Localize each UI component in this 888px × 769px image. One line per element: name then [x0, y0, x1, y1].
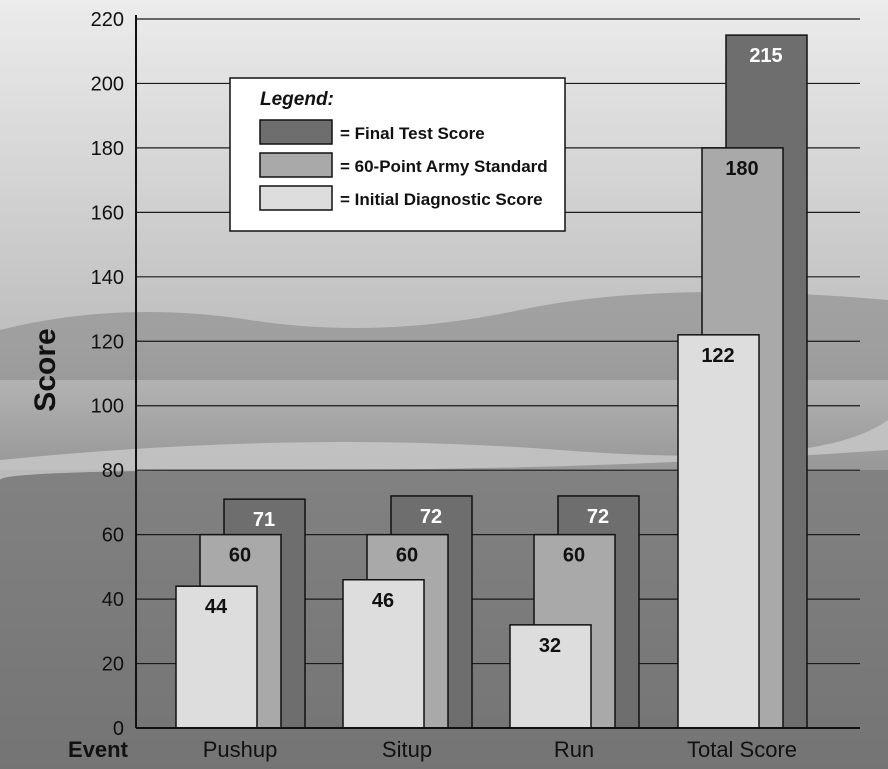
x-tick-labels: Pushup Situp Run Total Score: [203, 737, 797, 762]
x-axis-label: Event: [68, 737, 129, 762]
legend-label: = Initial Diagnostic Score: [340, 190, 543, 209]
legend-items: = Final Test Score = 60-Point Army Standa…: [259, 119, 548, 211]
data-label: 180: [725, 158, 758, 180]
data-label: 122: [701, 345, 734, 367]
data-label: 32: [539, 635, 561, 657]
data-label: 60: [229, 545, 251, 567]
y-tick-label: 20: [102, 654, 124, 676]
legend-title: Legend:: [260, 89, 334, 110]
y-tick-label: 140: [91, 267, 124, 289]
y-tick-label: 40: [102, 589, 124, 611]
data-label: 72: [587, 506, 609, 528]
y-tick-label: 200: [91, 73, 124, 95]
data-label: 44: [205, 596, 228, 618]
legend-swatch: [259, 119, 333, 145]
legend: Legend: = Final Test Score = 60-Point Arm…: [229, 77, 566, 232]
bar-initial-diagnostic: [677, 334, 760, 729]
data-label: 72: [420, 506, 442, 528]
y-axis-label: Score: [29, 328, 62, 411]
data-label: 60: [563, 545, 585, 567]
y-tick-label: 220: [91, 9, 124, 31]
x-tick-label: Total Score: [687, 737, 797, 762]
bars: [175, 34, 808, 729]
data-label: 46: [372, 590, 394, 612]
data-label: 215: [749, 45, 782, 67]
y-tick-label: 160: [91, 202, 124, 224]
bar-initial-diagnostic: [175, 585, 258, 729]
legend-swatch: [259, 152, 333, 178]
x-tick-label: Situp: [382, 737, 432, 762]
legend-label: = Final Test Score: [340, 124, 485, 143]
y-tick-label: 60: [102, 525, 124, 547]
y-tick-label: 100: [91, 396, 124, 418]
y-tick-label: 80: [102, 460, 124, 482]
x-tick-label: Run: [554, 737, 594, 762]
x-tick-label: Pushup: [203, 737, 278, 762]
data-label: 71: [253, 509, 275, 531]
legend-label: = 60-Point Army Standard: [340, 157, 548, 176]
y-tick-label: 0: [113, 718, 124, 740]
legend-swatch: [259, 185, 333, 211]
y-tick-label: 120: [91, 331, 124, 353]
bar-initial-diagnostic: [509, 624, 592, 729]
y-tick-label: 180: [91, 138, 124, 160]
y-tick-labels: 0 20 40 60 80 100 120 140 160 180 200 220: [91, 9, 124, 740]
data-label: 60: [396, 545, 418, 567]
